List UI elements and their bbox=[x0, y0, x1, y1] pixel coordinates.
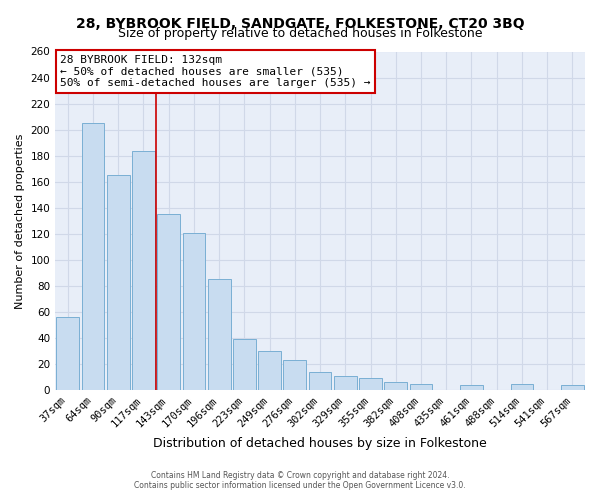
Bar bbox=[157, 214, 180, 390]
Text: Contains HM Land Registry data © Crown copyright and database right 2024.
Contai: Contains HM Land Registry data © Crown c… bbox=[134, 470, 466, 490]
Bar bbox=[385, 382, 407, 390]
Bar bbox=[182, 232, 205, 390]
Bar bbox=[233, 340, 256, 390]
Bar bbox=[56, 318, 79, 390]
Bar bbox=[460, 385, 483, 390]
Bar bbox=[334, 376, 356, 390]
Bar bbox=[258, 351, 281, 390]
Bar bbox=[410, 384, 433, 390]
Bar bbox=[309, 372, 331, 390]
Text: Size of property relative to detached houses in Folkestone: Size of property relative to detached ho… bbox=[118, 28, 482, 40]
Bar bbox=[208, 280, 230, 390]
Bar bbox=[359, 378, 382, 390]
X-axis label: Distribution of detached houses by size in Folkestone: Distribution of detached houses by size … bbox=[153, 437, 487, 450]
Bar bbox=[107, 176, 130, 390]
Y-axis label: Number of detached properties: Number of detached properties bbox=[15, 133, 25, 308]
Bar bbox=[561, 385, 584, 390]
Bar bbox=[511, 384, 533, 390]
Bar bbox=[283, 360, 306, 390]
Bar bbox=[82, 123, 104, 390]
Bar bbox=[132, 150, 155, 390]
Text: 28, BYBROOK FIELD, SANDGATE, FOLKESTONE, CT20 3BQ: 28, BYBROOK FIELD, SANDGATE, FOLKESTONE,… bbox=[76, 18, 524, 32]
Text: 28 BYBROOK FIELD: 132sqm
← 50% of detached houses are smaller (535)
50% of semi-: 28 BYBROOK FIELD: 132sqm ← 50% of detach… bbox=[61, 55, 371, 88]
